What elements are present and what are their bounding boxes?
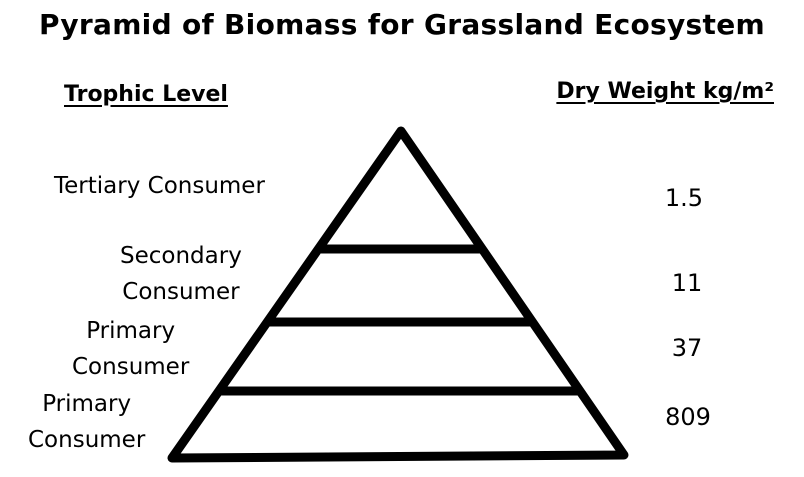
level-label-producer: Primary Consumer <box>28 386 145 458</box>
level-label-line: Secondary <box>120 243 242 269</box>
level-label-tertiary: Tertiary Consumer <box>54 168 265 204</box>
level-label-line: Tertiary Consumer <box>54 173 265 199</box>
dry-weight-primary: 37 <box>671 334 703 362</box>
level-label-line: Primary <box>86 318 176 344</box>
level-label-line: Consumer <box>122 279 240 305</box>
level-label-primary: Primary Consumer <box>72 313 189 385</box>
level-label-line: Primary <box>42 391 132 417</box>
pyramid-outline <box>167 126 629 463</box>
level-label-line: Consumer <box>72 354 190 380</box>
diagram-title: Pyramid of Biomass for Grassland Ecosyst… <box>39 8 765 41</box>
trophic-level-header: Trophic Level <box>64 82 228 107</box>
dry-weight-tertiary: 1.5 <box>664 184 704 212</box>
level-label-secondary: Secondary Consumer <box>120 238 242 310</box>
dry-weight-secondary: 11 <box>671 269 703 297</box>
dry-weight-header: Dry Weight kg/m² <box>556 79 774 104</box>
level-label-line: Consumer <box>28 427 146 453</box>
dry-weight-producer: 809 <box>665 403 711 431</box>
